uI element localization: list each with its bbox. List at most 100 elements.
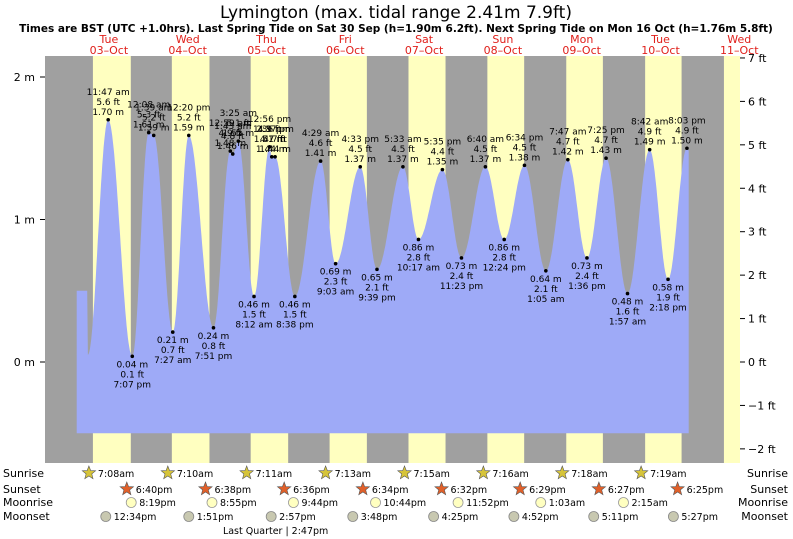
moonset-icon [100,511,112,522]
high-tide-point [269,155,274,159]
low-tide-feet: 2.1 ft [534,285,558,295]
sunset-time: 6:29pm [529,485,566,496]
high-tide-point [236,139,241,143]
high-tide-time: 7:47 am [549,128,586,138]
day-name: Fri [339,33,352,46]
moonset-icon [265,511,277,522]
day-date: 06–Oct [326,44,365,57]
low-tide-point [666,277,670,282]
low-tide-metres: 0.48 m [612,298,644,308]
high-tide-point [566,157,570,162]
high-tide-feet: 4.4 ft [431,148,455,158]
high-tide-time: 1:36 pm [253,125,291,135]
row-label-moonset-right: Moonset [741,510,788,523]
low-tide-point [459,256,464,260]
high-tide-metres: 1.42 m [552,148,584,158]
high-tide-feet: 4.9 ft [218,129,242,139]
row-label-moonrise: Moonrise [3,496,53,509]
low-tide-time: 7:07 pm [113,380,151,390]
high-tide-point [401,164,405,169]
moonset-time: 3:48pm [361,512,398,523]
high-tide-metres: 1.55 m [222,129,254,139]
moonrise-time: 8:55pm [220,498,257,509]
high-tide-time: 6:34 pm [506,133,544,143]
plot-area: 11:47 am5.6 ft1.70 m 0.04 m0.1 ft7:07 pm 1… [45,56,740,463]
low-tide-point [211,326,216,330]
high-tide-point [106,117,110,122]
low-tide-time: 1:36 pm [568,282,606,292]
sunset-time: 6:32pm [451,485,488,496]
low-tide-metres: 0.73 m [446,262,478,272]
sunset-icon [355,481,371,496]
high-tide-time: 8:42 am [631,118,668,128]
low-tide-time: 10:17 am [397,263,440,273]
high-tide-metres: 1.37 m [470,155,502,165]
moonrise-icon [452,497,464,508]
moonrise-time: 11:52pm [466,498,509,509]
low-tide-metres: 0.46 m [238,300,270,310]
sunset-time: 6:36pm [293,485,330,496]
low-tide-metres: 0.58 m [652,283,684,293]
moonset-time: 12:34pm [114,512,157,523]
low-tide-metres: 0.86 m [488,243,520,253]
high-tide-feet: 5.3 ft [137,111,161,121]
left-tick-label: 0 m [14,356,35,369]
high-tide-time: 4:33 pm [341,135,379,145]
right-tick-label: 1 ft [748,313,767,326]
right-tick-label: −1 ft [748,399,776,412]
high-tide-feet: 5.2 ft [142,113,166,123]
moonset-time: 4:25pm [442,512,479,523]
high-tide-time: 8:03 pm [668,116,706,126]
low-tide-metres: 0.65 m [361,273,393,283]
sunrise-icon [554,465,570,480]
high-tide-time: 12:20 pm [167,103,210,113]
right-tick-label: 7 ft [748,52,767,65]
low-tide-point [170,330,175,334]
sunset-icon [276,481,292,496]
moonset-icon [508,511,520,522]
sunrise-time: 7:15am [414,469,450,480]
high-tide-point [186,133,191,138]
day-date: 07–Oct [405,44,444,57]
low-tide-feet: 2.3 ft [324,278,348,288]
high-tide-point [685,146,689,151]
sunrise-icon [475,465,491,480]
high-tide-feet: 4.7 ft [263,135,287,145]
high-tide-feet: 4.5 ft [513,143,537,153]
sunrise-icon [239,465,255,480]
moonset-icon [183,511,195,522]
day-date: 11–Oct [720,44,759,57]
sunset-time: 6:34pm [372,485,409,496]
high-tide-time: 12:08 am [127,101,170,111]
low-tide-feet: 0.7 ft [161,346,185,356]
high-tide-point [647,147,652,152]
high-tide-metres: 1.48 m [214,139,246,149]
low-tide-metres: 0.46 m [279,300,311,310]
day-date: 04–Oct [168,44,207,57]
low-tide-time: 9:03 am [317,288,354,298]
low-tide-metres: 0.24 m [198,332,230,342]
day-name: Tue [99,33,119,46]
day-name: Sat [415,33,434,46]
high-tide-point [483,164,488,169]
low-tide-point [333,261,338,266]
sunrise-time: 7:08am [98,469,134,480]
high-tide-feet: 4.8 ft [221,132,245,142]
moonset-icon [667,511,679,522]
row-label-moonset: Moonset [3,510,50,523]
sunset-icon [197,481,213,496]
low-tide-time: 11:23 pm [440,282,483,292]
right-tick-label: 2 ft [748,269,767,282]
high-tide-time: 6:40 am [467,135,504,145]
high-tide-point [318,159,323,163]
high-tide-feet: 4.7 ft [594,136,618,146]
sunset-icon [434,481,450,496]
sunrise-icon [160,465,176,480]
sunrise-time: 7:13am [335,469,371,480]
day-date: 09–Oct [562,44,601,57]
high-tide-metres: 1.44 m [256,145,288,155]
axes: 2 m 1 m 0 m 7 ft 6 ft 5 ft 4 ft 3 ft 2 ft 1 ft 0 f… [14,52,777,456]
day-name: Wed [727,33,751,46]
high-tide-metres: 1.44 m [259,145,291,155]
high-tide-feet: 5.1 ft [226,119,250,129]
